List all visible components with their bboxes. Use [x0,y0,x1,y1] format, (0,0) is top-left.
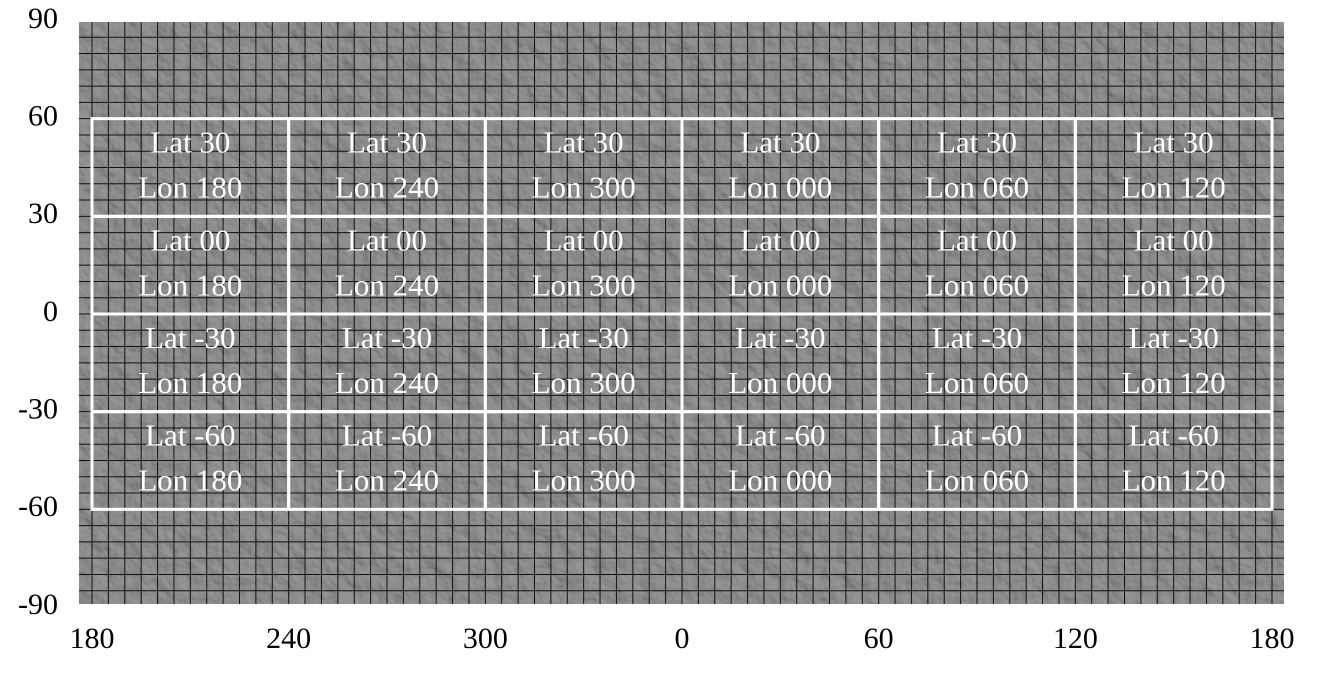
tile-lon: Lon 300 [532,365,636,400]
tile-lat: Lat 30 [544,125,624,160]
tile-lat: Lat -30 [538,320,628,355]
tile-lon: Lon 180 [138,267,242,302]
tile-lat: Lat 30 [740,125,820,160]
tile-lat: Lat -60 [342,418,432,453]
tile-lat: Lat 00 [740,222,820,257]
lat-tick-label: -30 [18,393,58,426]
tile-lon: Lon 180 [138,365,242,400]
tile-lon: Lon 180 [138,170,242,205]
tile-lon: Lon 000 [728,170,832,205]
tile-lon: Lon 240 [335,365,439,400]
tile-lon: Lon 300 [532,463,636,498]
lon-tick-label: 180 [70,622,115,655]
tile-lon: Lon 240 [335,267,439,302]
tile-lon: Lon 060 [925,463,1029,498]
tile-lon: Lon 120 [1122,463,1226,498]
lon-tick-label: 0 [675,622,690,655]
tile-lon: Lon 060 [925,267,1029,302]
tile-lat: Lat 00 [937,222,1017,257]
tile-lon: Lon 120 [1122,267,1226,302]
tile-lat: Lat 00 [347,222,427,257]
tile-lat: Lat 30 [347,125,427,160]
tile-lat: Lat -60 [1128,418,1218,453]
tile-lon: Lon 300 [532,267,636,302]
tile-lat: Lat -30 [932,320,1022,355]
tile-lat: Lat 00 [1134,222,1214,257]
lon-tick-label: 60 [864,622,894,655]
tile-lat: Lat -30 [342,320,432,355]
tile-lat: Lat 30 [937,125,1017,160]
tile-grid: Lat 30 Lon 180 Lat 30 Lon 240 Lat 30 Lon 300 L… [90,117,1274,511]
tile-lon: Lon 240 [335,463,439,498]
tile-lon: Lon 120 [1122,365,1226,400]
tile-lon: Lon 180 [138,463,242,498]
lon-tick-label: 120 [1053,622,1098,655]
tile-lat: Lat 30 [1134,125,1214,160]
tile-lon: Lon 240 [335,170,439,205]
lat-tick-label: -60 [18,490,58,523]
lat-tick-label: 0 [43,295,58,328]
lat-tick-label: -90 [18,588,58,621]
tile-lon: Lon 000 [728,267,832,302]
tile-lat: Lat 00 [544,222,624,257]
lon-tick-label: 300 [463,622,508,655]
tile-lat: Lat 00 [150,222,230,257]
lat-tick-label: 60 [28,100,58,133]
tile-lat: Lat -60 [932,418,1022,453]
tile [1073,410,1274,511]
tile-lon: Lon 000 [728,463,832,498]
tile-lat: Lat -60 [145,418,235,453]
lon-tick-label: 240 [266,622,311,655]
tile-lon: Lon 060 [925,365,1029,400]
tile-lon: Lon 300 [532,170,636,205]
tile-lat: Lat -60 [735,418,825,453]
lat-tick-label: 90 [28,2,58,35]
tile-lat: Lat -30 [145,320,235,355]
lon-tick-label: 180 [1250,622,1295,655]
tile-lon: Lon 120 [1122,170,1226,205]
lat-tick-label: 30 [28,197,58,230]
tile-lat: Lat -30 [735,320,825,355]
tile-lat: Lat 30 [150,125,230,160]
tile-lat: Lat -60 [538,418,628,453]
tile-lon: Lon 000 [728,365,832,400]
tile-lon: Lon 060 [925,170,1029,205]
tile-lat: Lat -30 [1128,320,1218,355]
